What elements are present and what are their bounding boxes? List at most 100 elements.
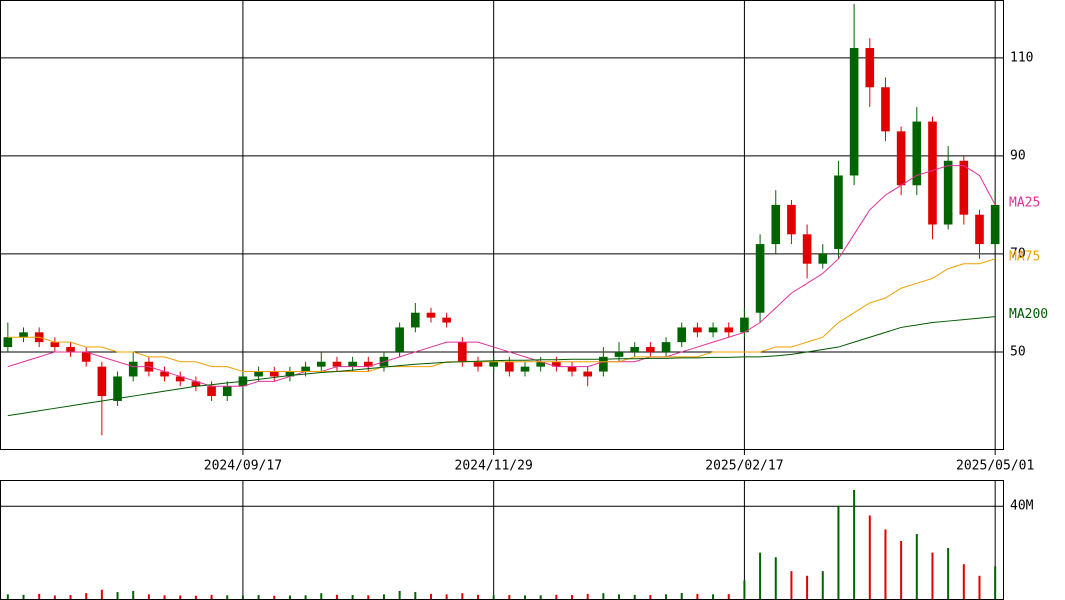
x-tick-label: 2024/09/17	[204, 459, 282, 474]
candle-body	[646, 347, 655, 352]
moving-average-line	[7, 258, 996, 373]
y-tick-label: 50	[1010, 344, 1026, 359]
volume-bar	[696, 593, 699, 599]
candle-body	[552, 361, 561, 367]
volume-bar	[900, 541, 903, 599]
volume-bar	[132, 590, 135, 599]
volume-bar	[116, 592, 119, 599]
candle-body	[959, 160, 969, 215]
candle-body	[426, 312, 436, 318]
moving-average-line	[7, 165, 996, 387]
candle-body	[207, 386, 216, 397]
volume-bar	[163, 595, 166, 599]
volume-bar	[382, 594, 385, 599]
candle-body	[348, 361, 357, 367]
candle-body	[50, 342, 60, 348]
volume-bar	[837, 506, 840, 599]
candle-body	[269, 371, 279, 377]
candle-body	[160, 371, 169, 377]
candle-body	[802, 234, 812, 264]
volume-bar	[524, 595, 527, 599]
candle-body	[128, 361, 138, 377]
volume-bar	[680, 592, 683, 599]
candle-body	[332, 361, 342, 367]
volume-bar	[351, 595, 354, 599]
candle-body	[865, 48, 875, 88]
volume-bar	[931, 552, 934, 599]
candle-body	[301, 366, 310, 372]
candle-body	[285, 371, 295, 377]
volume-bar	[226, 595, 229, 599]
volume-bar	[335, 594, 338, 599]
volume-bar	[571, 595, 574, 599]
y-tick-label: 90	[1010, 148, 1026, 163]
candle-body	[818, 253, 828, 264]
volume-bar	[22, 594, 25, 599]
x-tick-label: 2024/11/29	[455, 459, 533, 474]
candle-body	[849, 48, 859, 176]
legend-label: MA200	[1009, 307, 1048, 322]
volume-bar	[602, 593, 605, 599]
volume-bar	[821, 571, 824, 599]
volume-bar	[853, 489, 856, 599]
candle-body	[708, 327, 718, 333]
volume-bar	[508, 595, 511, 599]
y-tick-label: 110	[1010, 50, 1033, 65]
candle-body	[410, 312, 420, 328]
volume-bar	[85, 593, 88, 599]
moving-average-line	[7, 316, 996, 417]
candle-body	[395, 327, 404, 352]
candle-body	[599, 356, 608, 372]
candle-body	[834, 175, 843, 250]
candle-body	[567, 366, 577, 372]
candle-body	[175, 376, 185, 382]
candle-body	[222, 386, 232, 397]
volume-bar	[179, 595, 182, 599]
candle-body	[536, 361, 545, 367]
candle-body	[943, 160, 953, 225]
volume-bar	[38, 593, 41, 599]
volume-bar	[100, 589, 103, 599]
volume-bar	[539, 595, 542, 599]
volume-bar	[962, 564, 965, 599]
volume-bar	[665, 594, 668, 599]
candle-body	[896, 131, 906, 186]
volume-bar	[759, 552, 762, 599]
volume-bar	[398, 590, 401, 599]
candle-body	[97, 366, 107, 397]
legend-label: MA25	[1009, 195, 1040, 210]
candle-body	[755, 244, 765, 313]
candle-body	[316, 361, 326, 367]
candle-body	[990, 204, 1000, 245]
candle-body	[912, 121, 922, 186]
candle-body	[489, 361, 498, 367]
volume-bar	[210, 594, 213, 599]
volume-bar	[868, 515, 871, 599]
volume-bar	[586, 593, 589, 599]
volume-bar	[743, 580, 746, 599]
candle-body	[881, 87, 890, 132]
candle-body	[630, 347, 640, 352]
candle-body	[113, 376, 122, 401]
volume-bar	[445, 594, 448, 599]
volume-bar	[649, 595, 652, 599]
volume-bar	[947, 547, 950, 599]
candle-body	[473, 361, 483, 367]
volume-bar	[273, 595, 276, 599]
candle-body	[254, 371, 263, 377]
candle-body	[81, 351, 91, 362]
volume-bar	[633, 594, 636, 599]
volume-bar	[806, 575, 809, 599]
candle-body	[442, 317, 451, 323]
candle-body	[661, 342, 671, 352]
candle-body	[19, 332, 28, 338]
volume-bar	[194, 595, 197, 599]
candle-body	[787, 204, 796, 235]
volume-bar	[884, 529, 887, 599]
candle-body	[677, 327, 687, 343]
candle-body	[928, 121, 937, 225]
volume-bar	[257, 595, 260, 599]
candle-body	[740, 317, 749, 333]
price-panel	[0, 0, 1004, 450]
